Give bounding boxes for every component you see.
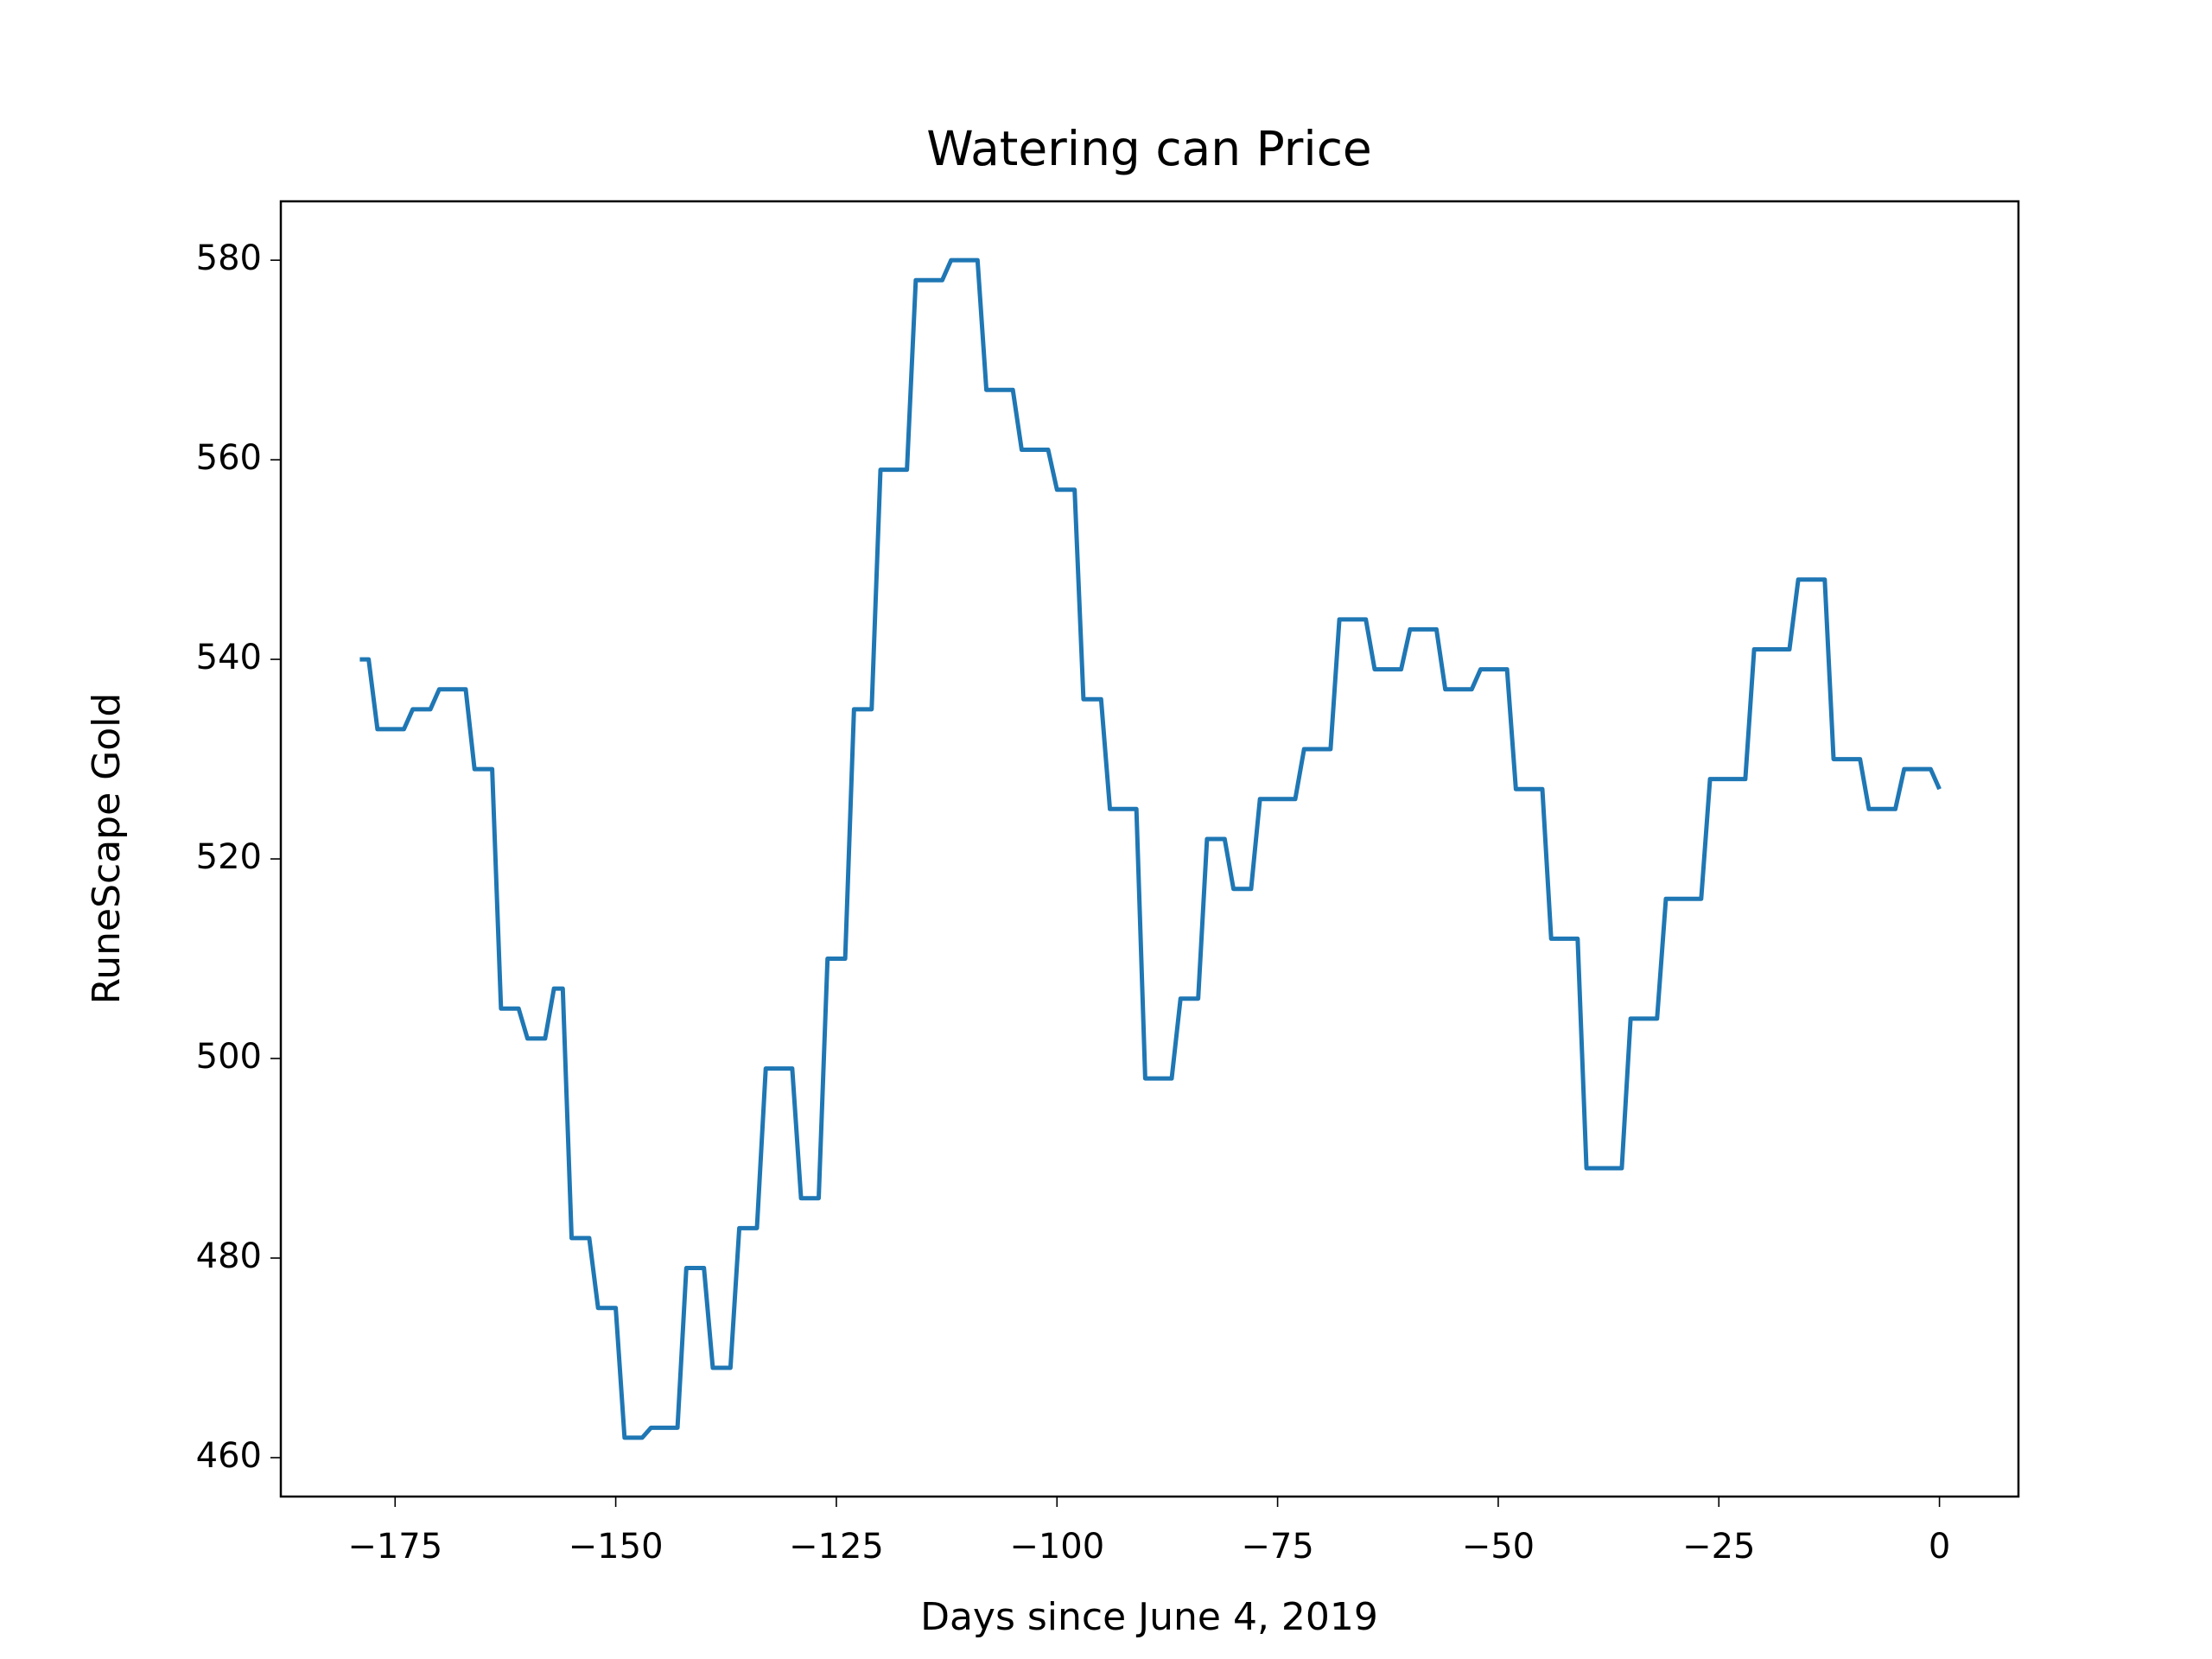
x-tick-label: 0 <box>1929 1527 1950 1567</box>
x-tick-label: −125 <box>789 1527 884 1567</box>
x-tick-label: −175 <box>347 1527 442 1567</box>
price-line <box>359 257 1942 1440</box>
y-axis-label: RuneScape Gold <box>85 693 129 1005</box>
x-tick-label: −50 <box>1462 1527 1535 1567</box>
y-tick-label: 560 <box>196 438 262 478</box>
y-tick-label: 580 <box>196 238 262 278</box>
x-tick-label: −100 <box>1009 1527 1104 1567</box>
y-tick-label: 500 <box>196 1037 262 1077</box>
y-tick-label: 480 <box>196 1236 262 1276</box>
x-axis-label: Days since June 4, 2019 <box>920 1595 1378 1639</box>
chart-title: Watering can Price <box>926 121 1372 176</box>
x-tick-label: −25 <box>1682 1527 1755 1567</box>
plot-frame <box>279 200 2020 1498</box>
y-tick-label: 540 <box>196 638 262 677</box>
y-tick-label: 460 <box>196 1436 262 1476</box>
x-tick-label: −150 <box>569 1527 664 1567</box>
x-tick-label: −75 <box>1241 1527 1313 1567</box>
y-tick-label: 520 <box>196 837 262 877</box>
